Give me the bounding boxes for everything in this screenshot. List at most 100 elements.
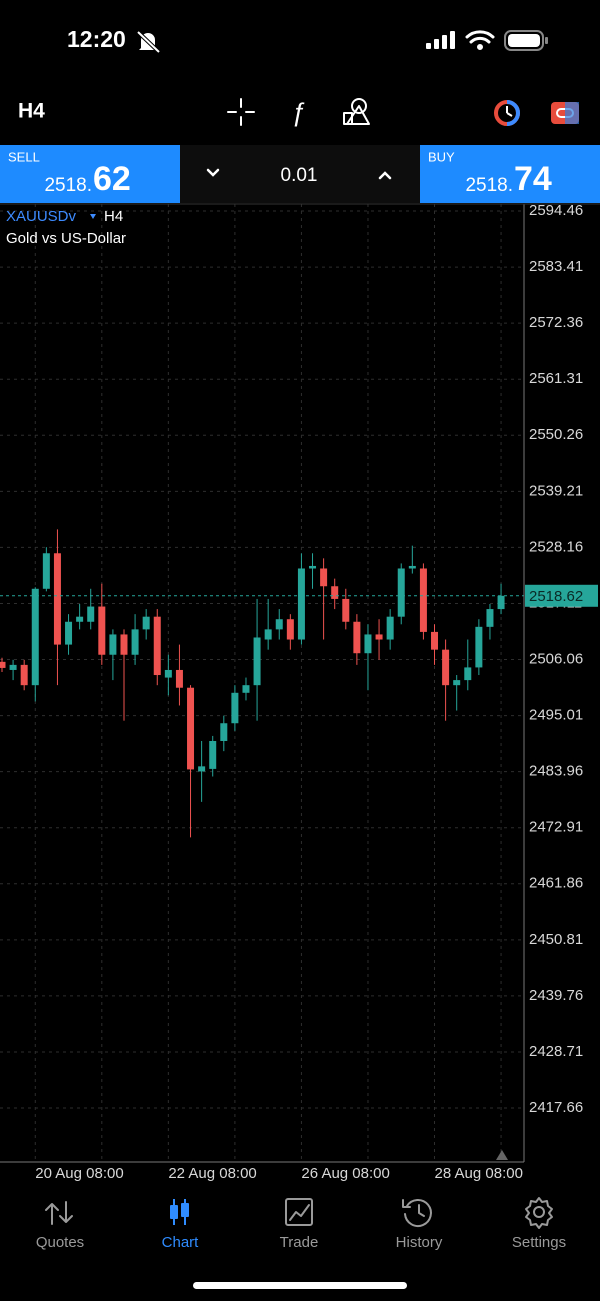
y-tick-label: 2428.71 bbox=[529, 1043, 583, 1060]
candle-body bbox=[431, 631, 439, 650]
home-indicator bbox=[193, 1282, 407, 1289]
candle-body bbox=[331, 586, 339, 599]
candle-body bbox=[297, 568, 305, 640]
tab-label[interactable]: History bbox=[396, 1234, 443, 1251]
tab-label[interactable]: Trade bbox=[280, 1234, 319, 1251]
lot-increase[interactable] bbox=[378, 171, 392, 180]
y-tick-label: 2550.26 bbox=[529, 426, 583, 443]
candle-body bbox=[87, 606, 95, 622]
candle-body bbox=[220, 723, 228, 741]
candle-body bbox=[408, 565, 416, 569]
bell-muted-icon bbox=[136, 30, 161, 54]
x-tick-label: 26 Aug 08:00 bbox=[301, 1165, 389, 1182]
trade-tab-icon[interactable] bbox=[285, 1198, 313, 1226]
sell-label: SELL bbox=[8, 149, 40, 164]
y-tick-label: 2417.66 bbox=[529, 1099, 583, 1116]
candle-body bbox=[20, 664, 28, 686]
x-tick-label: 22 Aug 08:00 bbox=[168, 1165, 256, 1182]
symbol-dropdown[interactable] bbox=[90, 214, 96, 219]
candle-body bbox=[342, 598, 350, 622]
candle-body bbox=[253, 637, 261, 686]
candle-body bbox=[175, 669, 183, 688]
status-time: 12:20 bbox=[67, 26, 126, 52]
y-tick-label: 2572.36 bbox=[529, 314, 583, 331]
y-tick-label: 2506.06 bbox=[529, 650, 583, 667]
sell-price-main: 2518. bbox=[44, 175, 92, 196]
candle-body bbox=[120, 634, 128, 655]
candle-body bbox=[242, 685, 250, 693]
candle-body bbox=[275, 619, 283, 630]
crosshair-button[interactable] bbox=[227, 98, 255, 126]
buy-price-main: 2518. bbox=[465, 175, 513, 196]
candle-body bbox=[53, 553, 61, 645]
y-tick-label: 2439.76 bbox=[529, 987, 583, 1004]
symbol-label[interactable]: XAUUSDv bbox=[6, 208, 77, 225]
candle-body bbox=[286, 619, 294, 640]
timeframe-button[interactable]: H4 bbox=[18, 100, 45, 123]
candle-body bbox=[353, 621, 361, 654]
buy-button[interactable] bbox=[420, 145, 600, 203]
y-tick-label: 2495.01 bbox=[529, 707, 583, 724]
y-tick-label: 2528.16 bbox=[529, 538, 583, 555]
tab-label[interactable]: Quotes bbox=[36, 1234, 84, 1251]
y-tick-label: 2483.96 bbox=[529, 763, 583, 780]
candle-body bbox=[131, 629, 139, 655]
candle-body bbox=[31, 588, 39, 686]
sell-button[interactable] bbox=[0, 145, 180, 203]
tab-label[interactable]: Settings bbox=[512, 1234, 566, 1251]
candle-body bbox=[65, 621, 73, 645]
settings-tab-icon[interactable] bbox=[525, 1197, 553, 1229]
battery-icon bbox=[504, 30, 548, 51]
candle-body bbox=[264, 629, 272, 640]
tab-label[interactable]: Chart bbox=[162, 1234, 200, 1251]
trade-button[interactable] bbox=[551, 102, 579, 124]
candle-body bbox=[164, 669, 172, 678]
candle-body bbox=[309, 565, 317, 569]
history-tab-icon[interactable] bbox=[402, 1199, 432, 1227]
candle-body bbox=[76, 616, 84, 622]
candle-body bbox=[9, 664, 17, 670]
candle-body bbox=[198, 766, 206, 772]
quotes-tab-icon[interactable] bbox=[45, 1201, 73, 1225]
wifi-icon bbox=[465, 30, 495, 50]
one-click-button[interactable] bbox=[494, 100, 520, 126]
candle-body bbox=[142, 616, 150, 630]
tab-bar: Quotes Chart Trade History Settings bbox=[36, 1234, 566, 1251]
candle-body bbox=[364, 634, 372, 654]
candle-body bbox=[419, 568, 427, 632]
candle-body bbox=[464, 667, 472, 681]
x-tick-label: 20 Aug 08:00 bbox=[35, 1165, 123, 1182]
signal-icon bbox=[426, 31, 455, 49]
current-price-tag bbox=[525, 584, 598, 607]
candle-body bbox=[42, 553, 50, 589]
candle-body bbox=[231, 692, 239, 724]
symbol-description: Gold vs US-Dollar bbox=[6, 230, 126, 247]
candle-body bbox=[0, 661, 6, 668]
buy-price-big: 74 bbox=[514, 160, 552, 198]
candle-body bbox=[320, 568, 328, 587]
candle-body bbox=[98, 606, 106, 655]
y-tick-label: 2594.46 bbox=[529, 202, 583, 219]
y-tick-label: 2539.21 bbox=[529, 482, 583, 499]
y-tick-label: 2561.31 bbox=[529, 370, 583, 387]
lot-value[interactable]: 0.01 bbox=[281, 165, 318, 186]
candle-body bbox=[153, 616, 161, 676]
candle-body bbox=[497, 595, 505, 610]
indicators-button[interactable]: ƒ bbox=[291, 97, 305, 127]
candle-body bbox=[442, 649, 450, 686]
candle-body bbox=[475, 626, 483, 668]
objects-button[interactable] bbox=[343, 98, 370, 125]
lot-decrease[interactable] bbox=[206, 168, 220, 177]
x-tick-label: 28 Aug 08:00 bbox=[435, 1165, 523, 1182]
candle-body bbox=[453, 680, 461, 686]
y-tick-label: 2583.41 bbox=[529, 258, 583, 275]
chart-tab-icon[interactable] bbox=[170, 1199, 189, 1225]
candle-body bbox=[109, 634, 117, 655]
candle-body bbox=[209, 740, 217, 769]
candle-body bbox=[486, 609, 494, 627]
y-tick-label: 2461.86 bbox=[529, 875, 583, 892]
chart bbox=[0, 204, 524, 1162]
chart-timeframe: H4 bbox=[104, 208, 123, 225]
lot-panel bbox=[180, 145, 420, 203]
